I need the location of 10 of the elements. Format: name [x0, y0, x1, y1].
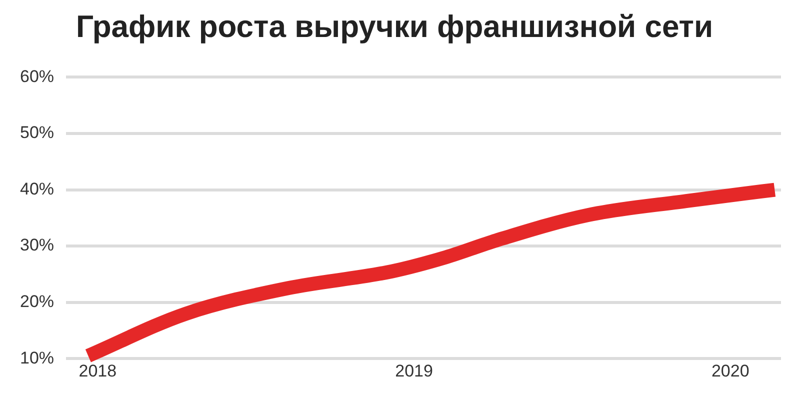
chart-title: График роста выручки франшизной сети [76, 9, 714, 44]
y-tick-label: 50% [20, 123, 54, 142]
y-tick-label: 10% [20, 348, 54, 368]
x-tick-label: 2020 [711, 361, 750, 380]
x-tick-label: 2019 [395, 361, 433, 380]
y-tick-label: 20% [20, 292, 54, 312]
y-tick-label: 60% [20, 66, 54, 86]
y-tick-label: 30% [20, 236, 54, 255]
y-tick-label: 40% [20, 179, 54, 198]
x-tick-label: 2018 [78, 361, 117, 380]
